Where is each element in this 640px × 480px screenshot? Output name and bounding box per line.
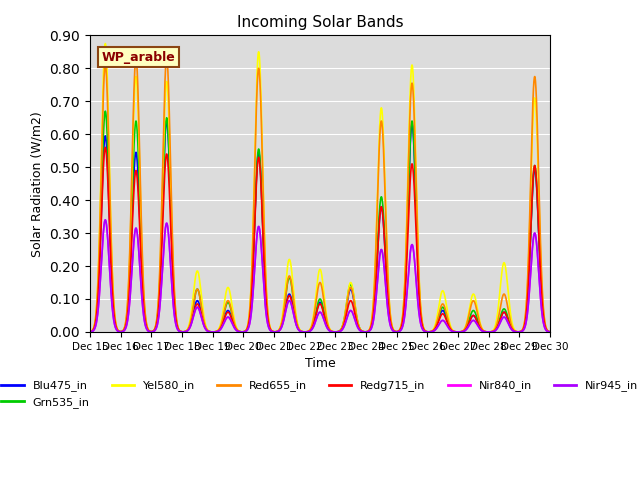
Blu475_in	[163, 118, 170, 124]
Nir945_in	[488, 329, 495, 335]
Blu475_in	[538, 288, 545, 293]
Red655_in	[454, 329, 462, 335]
Yel580_in	[102, 41, 109, 47]
Yel580_in	[283, 273, 291, 279]
Yel580_in	[86, 329, 94, 335]
Nir945_in	[86, 329, 94, 335]
Blu475_in	[484, 329, 492, 335]
Blu475_in	[86, 329, 94, 335]
Grn535_in	[485, 329, 493, 335]
Line: Yel580_in: Yel580_in	[90, 44, 550, 332]
Redg715_in	[139, 288, 147, 294]
Redg715_in	[454, 329, 462, 335]
Yel580_in	[454, 329, 462, 335]
Grn535_in	[86, 329, 94, 335]
Grn535_in	[488, 329, 495, 335]
Grn535_in	[546, 329, 554, 335]
Nir840_in	[102, 217, 109, 223]
Nir945_in	[166, 251, 173, 257]
Nir945_in	[262, 314, 270, 320]
Nir840_in	[538, 304, 545, 310]
Nir840_in	[262, 314, 270, 320]
Blu475_in	[166, 178, 173, 183]
Nir945_in	[454, 329, 462, 335]
X-axis label: Time: Time	[305, 357, 335, 370]
Red655_in	[166, 133, 173, 139]
Redg715_in	[488, 329, 495, 335]
Blu475_in	[546, 329, 554, 335]
Redg715_in	[546, 329, 554, 335]
Nir840_in	[546, 329, 554, 335]
Redg715_in	[166, 201, 173, 207]
Nir840_in	[166, 251, 173, 257]
Yel580_in	[538, 269, 545, 275]
Line: Grn535_in: Grn535_in	[90, 111, 550, 332]
Line: Red655_in: Red655_in	[90, 59, 550, 332]
Redg715_in	[283, 301, 291, 307]
Red655_in	[132, 56, 140, 61]
Red655_in	[488, 329, 495, 335]
Redg715_in	[262, 304, 270, 310]
Yel580_in	[139, 264, 147, 270]
Grn535_in	[538, 287, 545, 292]
Redg715_in	[538, 287, 545, 292]
Nir945_in	[139, 303, 147, 309]
Red655_in	[546, 329, 554, 335]
Blu475_in	[262, 303, 270, 309]
Nir945_in	[546, 329, 554, 335]
Y-axis label: Solar Radiation (W/m2): Solar Radiation (W/m2)	[31, 111, 44, 256]
Redg715_in	[86, 329, 94, 335]
Red655_in	[139, 260, 147, 265]
Nir840_in	[454, 329, 462, 335]
Legend: Blu475_in, Grn535_in, Yel580_in, Red655_in, Redg715_in, Nir840_in, Nir945_in: Blu475_in, Grn535_in, Yel580_in, Red655_…	[0, 376, 640, 412]
Grn535_in	[262, 303, 270, 309]
Line: Nir840_in: Nir840_in	[90, 220, 550, 332]
Redg715_in	[102, 144, 109, 150]
Blu475_in	[488, 329, 495, 335]
Nir840_in	[488, 329, 495, 335]
Red655_in	[538, 264, 545, 270]
Nir945_in	[283, 305, 291, 311]
Line: Redg715_in: Redg715_in	[90, 147, 550, 332]
Yel580_in	[262, 289, 270, 295]
Nir840_in	[283, 305, 291, 311]
Blu475_in	[283, 300, 291, 305]
Yel580_in	[488, 328, 495, 334]
Nir840_in	[139, 303, 147, 309]
Title: Incoming Solar Bands: Incoming Solar Bands	[237, 15, 403, 30]
Nir945_in	[102, 217, 109, 223]
Grn535_in	[283, 287, 291, 293]
Line: Blu475_in: Blu475_in	[90, 121, 550, 332]
Red655_in	[262, 292, 270, 298]
Blu475_in	[139, 281, 147, 287]
Grn535_in	[139, 276, 147, 281]
Yel580_in	[166, 149, 173, 155]
Grn535_in	[102, 108, 109, 114]
Red655_in	[86, 329, 94, 335]
Text: WP_arable: WP_arable	[102, 50, 175, 63]
Red655_in	[283, 286, 291, 291]
Nir945_in	[538, 304, 545, 310]
Yel580_in	[546, 329, 554, 335]
Nir840_in	[86, 329, 94, 335]
Line: Nir945_in: Nir945_in	[90, 220, 550, 332]
Grn535_in	[166, 175, 173, 181]
